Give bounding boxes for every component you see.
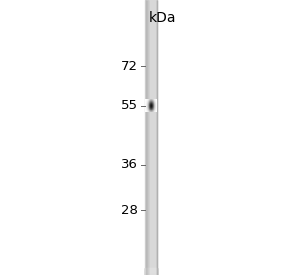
Bar [145, 270, 157, 274]
Bar [145, 271, 157, 274]
Bar [145, 270, 157, 273]
Bar [145, 269, 157, 272]
Bar [145, 270, 157, 273]
Bar [145, 269, 157, 273]
Bar [145, 270, 157, 273]
Bar [145, 271, 157, 275]
Bar [145, 270, 157, 273]
Bar [145, 270, 157, 273]
Bar [145, 271, 157, 274]
Bar [145, 269, 157, 272]
Bar [145, 270, 157, 273]
Bar [145, 272, 157, 275]
Bar [145, 268, 157, 272]
Bar [145, 269, 157, 273]
Bar [145, 269, 157, 273]
Bar [145, 268, 157, 272]
Bar [145, 270, 157, 273]
Bar [145, 270, 157, 274]
Bar [145, 270, 157, 273]
Bar [145, 270, 157, 274]
Bar [145, 271, 157, 274]
Bar [145, 270, 157, 274]
Text: 55: 55 [121, 99, 138, 112]
Text: 72: 72 [121, 59, 138, 73]
Bar [145, 269, 157, 272]
Bar [145, 271, 157, 274]
Bar [145, 271, 157, 275]
Bar [145, 270, 157, 274]
Bar [145, 268, 157, 272]
Bar [145, 269, 157, 272]
Bar [145, 271, 157, 275]
Bar [145, 270, 157, 273]
Text: 36: 36 [121, 158, 138, 172]
Bar [145, 0, 157, 275]
Bar [145, 270, 157, 274]
Bar [145, 271, 157, 274]
Bar [145, 269, 157, 272]
Bar [145, 271, 157, 274]
Bar [145, 271, 157, 274]
Bar [145, 269, 157, 273]
Bar [145, 270, 157, 274]
Bar [145, 269, 157, 273]
Bar [145, 269, 157, 273]
Bar [145, 271, 157, 274]
Bar [145, 270, 157, 273]
Bar [145, 271, 157, 275]
Bar [145, 269, 157, 272]
Bar [145, 271, 157, 274]
Bar [145, 268, 157, 272]
Bar [145, 271, 157, 274]
Bar [145, 270, 157, 273]
Bar [145, 271, 157, 275]
Bar [145, 268, 157, 272]
Bar [145, 270, 157, 274]
Bar [145, 271, 157, 274]
Text: 28: 28 [121, 204, 138, 217]
Bar [145, 270, 157, 273]
Bar [145, 269, 157, 272]
Bar [145, 268, 157, 272]
Bar [145, 270, 157, 273]
Bar [145, 268, 157, 272]
Text: kDa: kDa [149, 11, 177, 25]
Bar [145, 271, 157, 275]
Bar [145, 271, 157, 274]
Bar [145, 271, 157, 274]
Bar [145, 271, 157, 274]
Bar [145, 271, 157, 275]
Bar [145, 269, 157, 273]
Bar [145, 269, 157, 273]
Bar [145, 269, 157, 272]
Bar [145, 269, 157, 272]
Bar [145, 268, 157, 272]
Bar [145, 270, 157, 274]
Bar [145, 268, 157, 272]
Bar [145, 271, 157, 274]
Bar [145, 271, 157, 274]
Bar [145, 271, 157, 275]
Bar [145, 271, 157, 275]
Bar [145, 269, 157, 273]
Bar [145, 270, 157, 273]
Bar [145, 270, 157, 274]
Bar [145, 270, 157, 273]
Bar [145, 270, 157, 273]
Bar [145, 269, 157, 272]
